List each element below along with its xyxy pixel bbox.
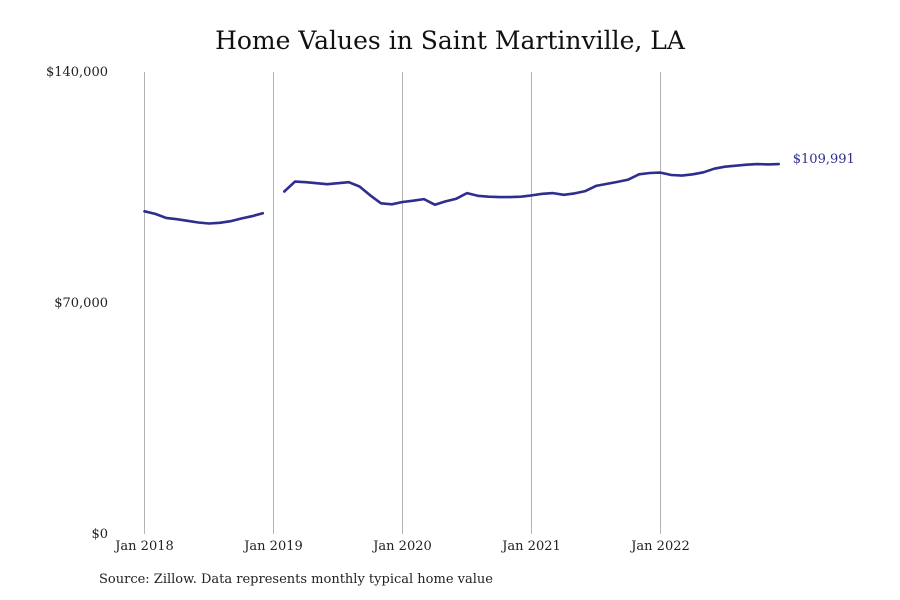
series-lines [143,162,781,225]
chart-title: Home Values in Saint Martinville, LA [215,26,685,55]
y-axis-tick-labels: $0 $70,000 $140,000 [46,65,108,542]
gridlines [144,72,661,534]
x-axis-tick-labels: Jan 2018 Jan 2019 Jan 2020 Jan 2021 Jan 2022 [113,539,690,554]
x-tick-label: Jan 2021 [500,539,561,554]
x-tick-label: Jan 2018 [113,539,174,554]
x-tick-label: Jan 2022 [629,539,690,554]
end-value-label: $109,991 [793,152,855,167]
data-labels: $109,991 [793,152,855,167]
source-note: Source: Zillow. Data represents monthly … [99,572,493,587]
series-line-0 [143,162,781,225]
y-tick-label: $140,000 [46,65,108,80]
y-tick-label: $70,000 [54,296,108,311]
x-tick-label: Jan 2019 [242,539,303,554]
x-tick-label: Jan 2020 [371,539,432,554]
y-tick-label: $0 [91,527,108,542]
